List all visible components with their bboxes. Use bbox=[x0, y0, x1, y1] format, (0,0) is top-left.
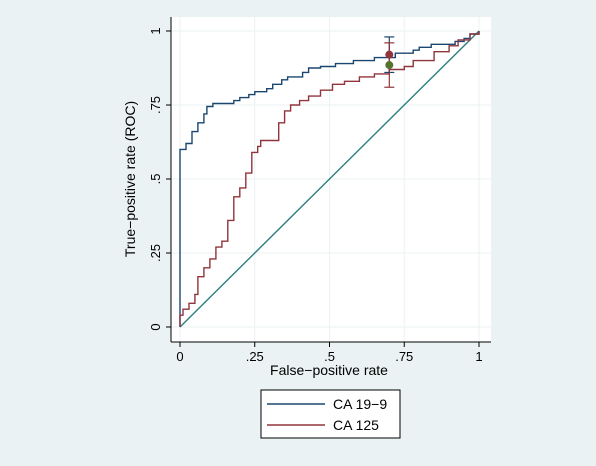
legend-label-ca125: CA 125 bbox=[333, 417, 379, 433]
x-tick-label: .25 bbox=[246, 349, 264, 364]
reference-line bbox=[179, 30, 480, 328]
x-tick-label: 1 bbox=[475, 349, 482, 364]
y-tick-label: 1 bbox=[148, 27, 163, 34]
legend-label-ca199: CA 19−9 bbox=[333, 396, 387, 412]
y-tick-label: .75 bbox=[148, 96, 163, 114]
legend-box bbox=[260, 389, 401, 439]
operating-point-1 bbox=[385, 61, 394, 70]
x-tick-label: 0 bbox=[176, 349, 183, 364]
roc-curve-0 bbox=[179, 31, 480, 327]
y-axis-label: True−positive rate (ROC) bbox=[122, 101, 138, 257]
y-tick-label: .25 bbox=[148, 244, 163, 262]
x-tick-label: .75 bbox=[395, 349, 413, 364]
x-tick-label: .5 bbox=[324, 349, 335, 364]
operating-point-0 bbox=[385, 50, 394, 59]
y-tick-label: .5 bbox=[148, 174, 163, 185]
y-tick-label: 0 bbox=[148, 323, 163, 330]
legend: CA 19−9 CA 125 bbox=[260, 389, 401, 439]
roc-curve-1 bbox=[179, 31, 480, 327]
x-axis-label: False−positive rate bbox=[270, 362, 388, 378]
